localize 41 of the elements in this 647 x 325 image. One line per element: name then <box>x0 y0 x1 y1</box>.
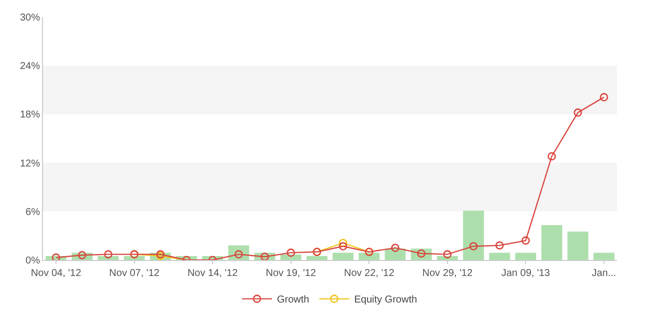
bar <box>567 232 588 260</box>
point <box>260 252 269 260</box>
point <box>78 250 86 260</box>
point <box>548 152 556 160</box>
x-tick-label: Jan 09, '13 <box>501 268 550 279</box>
point <box>286 248 296 257</box>
y-tick-label: 0% <box>26 256 40 266</box>
point <box>338 238 348 248</box>
bar <box>463 210 484 260</box>
legend-label: Equity Growth <box>354 294 418 306</box>
point <box>338 242 348 250</box>
point <box>391 244 400 252</box>
x-tick-label: Nov 07, '12 <box>109 268 160 279</box>
point <box>469 242 478 250</box>
x-tick-label: Nov 22, '12 <box>344 268 395 279</box>
point <box>52 253 60 260</box>
bar <box>280 254 302 260</box>
bar <box>515 252 536 260</box>
bar <box>594 252 614 260</box>
point <box>104 250 112 258</box>
bar <box>306 256 328 260</box>
x-tick-label: Nov 19, '12 <box>266 268 316 279</box>
y-tick-label: 18% <box>20 110 40 121</box>
point <box>600 93 608 102</box>
y-tick-label: 12% <box>20 158 40 170</box>
x-tick-label: Nov 04, '12 <box>30 268 82 279</box>
legend-label: Growth <box>277 294 310 306</box>
x-tick-label: Nov 14, '12 <box>187 268 238 279</box>
y-tick-label: 6% <box>26 206 40 218</box>
y-tick-label: 24% <box>20 61 40 72</box>
point <box>443 250 452 258</box>
point <box>495 241 504 250</box>
x-tick-label: Jan... <box>592 268 616 279</box>
bar <box>358 252 380 260</box>
x-tick-label: Nov 29, '12 <box>422 268 473 279</box>
bar <box>489 252 510 260</box>
bar <box>332 252 354 260</box>
point <box>522 236 530 245</box>
point <box>574 108 582 117</box>
y-tick-label: 30% <box>20 12 40 24</box>
bar <box>541 225 562 260</box>
